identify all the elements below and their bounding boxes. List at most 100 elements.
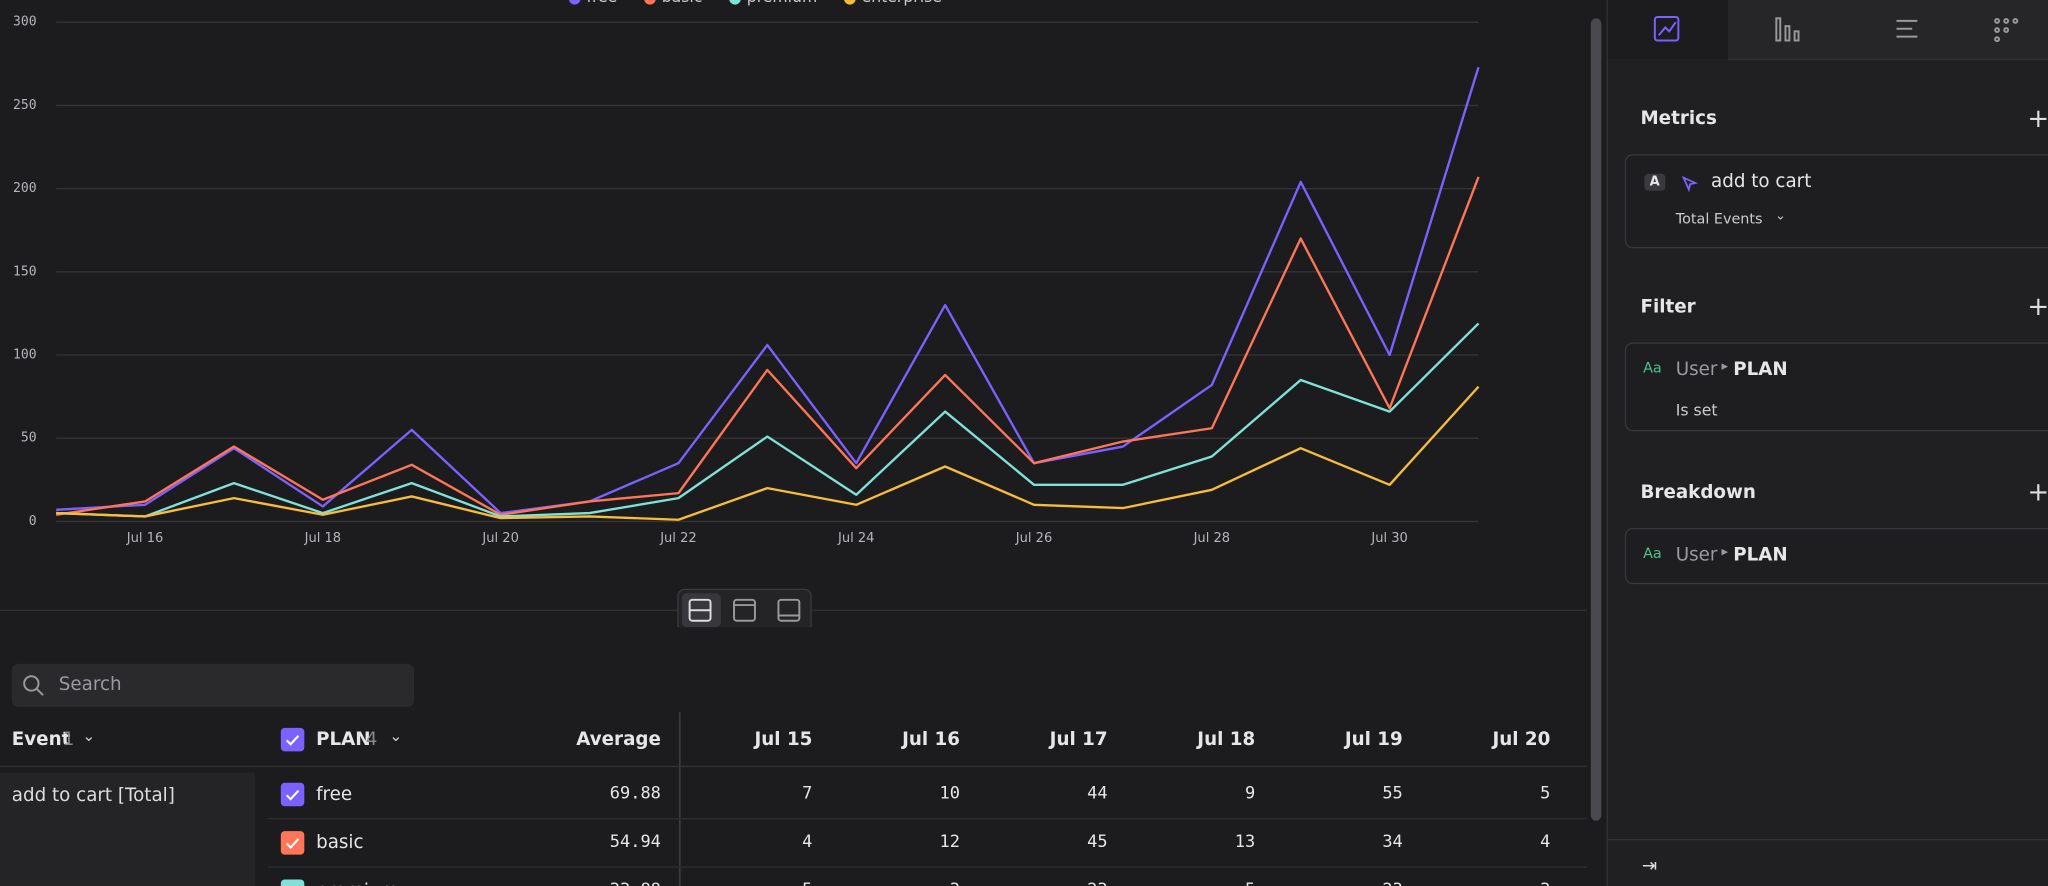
value-cell: 3 (950, 881, 960, 886)
metric-measure[interactable]: Total Events (1675, 210, 1763, 228)
legend-label: free (586, 0, 617, 6)
x-tick-label: Jul 20 (481, 531, 518, 546)
add-button[interactable]: + (2027, 475, 2048, 508)
y-tick-label: 250 (13, 98, 37, 113)
x-tick-label: Jul 18 (304, 531, 341, 546)
plan-label: basic (316, 832, 364, 854)
property-source: User (1675, 359, 1718, 381)
value-cell: 55 (1382, 784, 1403, 804)
header-cell: Jul 20 (1492, 729, 1551, 751)
chevron: ⌄ (82, 726, 96, 745)
value-cell: 23 (1087, 881, 1107, 886)
add-button[interactable]: + (2027, 290, 2048, 322)
legend-swatch (644, 0, 656, 5)
header-cell: Jul 15 (754, 729, 813, 751)
chart: 0 50 100 150 200 250 300 Jul 16 Jul 18 Jul 20 Jul … (0, 0, 1587, 628)
filter-card[interactable]: Aa User ▸ PLAN Is set (1624, 342, 2048, 432)
value-cell: 4 (1540, 832, 1551, 853)
search-icon (23, 675, 44, 696)
property: PLAN (1733, 544, 1788, 566)
value-cell: 9 (1244, 784, 1256, 804)
y-tick-label: 200 (13, 181, 37, 196)
y-tick-label: 0 (29, 514, 37, 529)
x-tick-label: Jul 22 (659, 531, 696, 546)
metric-letter: A (1644, 173, 1665, 191)
breakdown-card[interactable]: Aa User ▸ PLAN (1624, 527, 2048, 585)
metric-card[interactable]: A add to cart Total Events ⌄ (1624, 154, 2048, 249)
collapse-button[interactable]: ⇥ (1641, 855, 1658, 877)
row-line (267, 818, 1587, 820)
column-divider (679, 712, 681, 886)
checkbox[interactable] (280, 879, 305, 886)
header-cell: Jul 19 (1344, 729, 1403, 751)
header-cell: Jul 16 (902, 729, 960, 751)
x-tick-label: Jul 26 (1015, 531, 1052, 546)
y-tick-label: 150 (13, 264, 37, 279)
event-label: add to cart [Total] (11, 785, 175, 807)
header-count: 4 (365, 729, 378, 751)
value-cell: 10 (939, 784, 960, 804)
section-title: Metrics (1640, 108, 1717, 130)
x-tick-label: Jul 16 (126, 531, 163, 546)
series-line (55, 176, 1480, 516)
value-cell: 45 (1087, 832, 1108, 853)
y-tick-label: 50 (21, 431, 37, 446)
legend-swatch (844, 0, 856, 5)
header-cell[interactable]: Event (11, 729, 71, 751)
legend-swatch (568, 0, 581, 5)
series-line (56, 322, 1480, 518)
search-placeholder: Search (58, 674, 122, 696)
value-cell: 34 (1382, 832, 1403, 853)
property-source: User (1675, 544, 1718, 566)
value-cell: 12 (939, 832, 960, 853)
legend-label: basic (662, 0, 703, 6)
table: Event 1 ⌄ PLAN 4 ⌄ Average add to cart [Total] J… (0, 712, 1587, 886)
header-count: 1 (62, 729, 75, 751)
tab-active[interactable] (1607, 0, 1728, 59)
property: PLAN (1733, 359, 1788, 381)
checkbox[interactable] (280, 782, 305, 807)
operator: Is set (1675, 401, 1718, 420)
header-cell: Average (576, 729, 661, 751)
average-cell: 69.88 (609, 784, 661, 804)
value-cell: 44 (1087, 784, 1108, 804)
tabs[interactable] (1727, 0, 2048, 61)
scrollbar[interactable] (1590, 18, 1602, 821)
header-cell: Jul 18 (1197, 729, 1256, 751)
value-cell: 5 (802, 881, 812, 886)
checkbox[interactable] (280, 727, 305, 752)
search-box[interactable]: Search (11, 663, 415, 707)
series-line (56, 385, 1480, 521)
value-cell: 7 (802, 784, 813, 804)
layout-toggle[interactable] (677, 588, 812, 628)
plan-label: premium (316, 881, 398, 886)
header-cell: Jul 17 (1049, 729, 1108, 751)
value-cell: 13 (1234, 832, 1256, 853)
row-line (267, 866, 1587, 868)
legend: free basic premium enterprise (568, 0, 942, 6)
x-tick-label: Jul 30 (1370, 531, 1407, 546)
row-line (0, 765, 1587, 768)
legend-label: enterprise (862, 0, 942, 6)
average-cell: 54.94 (609, 832, 661, 853)
legend-label: premium (747, 0, 817, 6)
y-tick-label: 100 (13, 348, 37, 363)
value-cell: 5 (1245, 881, 1255, 886)
x-tick-label: Jul 28 (1193, 531, 1230, 546)
section-title: Filter (1640, 296, 1696, 318)
chevron: ⌄ (389, 726, 403, 745)
y-tick-label: 300 (13, 15, 37, 30)
sidebar: Metrics + A add to cart Total Events ⌄ Fil… (1606, 0, 2048, 886)
series-line (56, 66, 1480, 515)
value-cell: 3 (1540, 881, 1550, 886)
header-cell[interactable]: PLAN (316, 729, 371, 751)
section-title: Breakdown (1640, 482, 1756, 504)
add-button[interactable]: + (2027, 101, 2048, 134)
x-tick-label: Jul 24 (837, 531, 874, 546)
metric-name: add to cart (1711, 171, 1812, 193)
checkbox[interactable] (280, 831, 305, 855)
value-cell: 23 (1382, 881, 1402, 886)
average-cell: 33.88 (610, 881, 661, 886)
value-cell: 5 (1540, 784, 1551, 804)
